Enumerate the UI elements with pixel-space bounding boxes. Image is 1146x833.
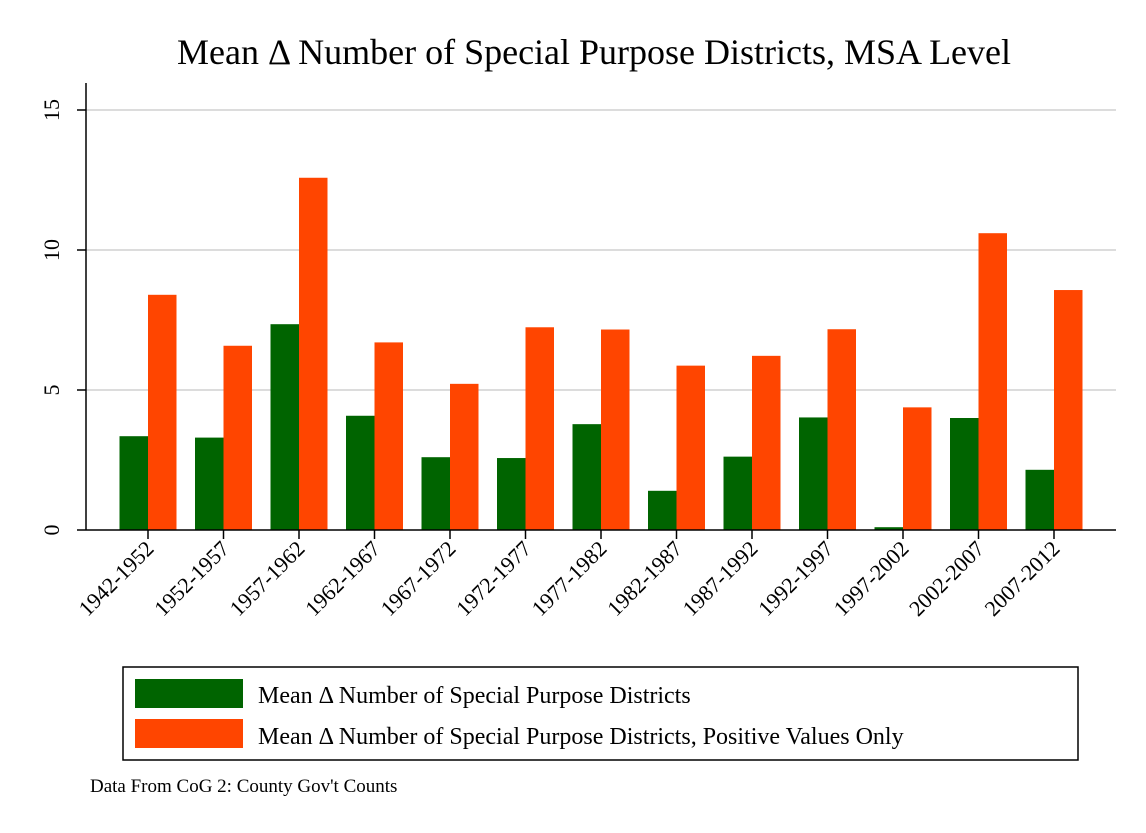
legend-label-series-2: Mean Δ Number of Special Purpose Distric… (258, 724, 904, 750)
legend-box (122, 666, 1079, 761)
legend-label-series-1: Mean Δ Number of Special Purpose Distric… (258, 683, 691, 709)
x-tick-label: 1967-1972 (375, 536, 460, 621)
x-tick-label: 1957-1962 (224, 536, 309, 621)
bar-mean-1982-1987 (648, 490, 677, 530)
x-tick-label: 1987-1992 (677, 536, 762, 621)
bar-positive-1967-1972 (450, 383, 479, 530)
x-tick-label: 1952-1957 (149, 536, 234, 621)
bar-mean-1967-1972 (421, 457, 450, 530)
bar-positive-2007-2012 (1054, 290, 1083, 530)
bar-positive-1992-1997 (827, 329, 856, 530)
bars (119, 177, 1083, 530)
bar-mean-2002-2007 (950, 418, 979, 530)
x-tick-label: 1972-1977 (451, 536, 536, 621)
x-tick-label: 2002-2007 (904, 536, 989, 621)
bar-mean-1977-1982 (572, 424, 601, 530)
bar-positive-2002-2007 (978, 233, 1007, 530)
x-tick-label: 1997-2002 (828, 536, 913, 621)
bar-mean-2007-2012 (1025, 469, 1054, 530)
x-tick-label: 1942-1952 (73, 536, 158, 621)
bar-mean-1957-1962 (270, 324, 299, 530)
bar-mean-1992-1997 (799, 417, 828, 530)
y-tick-label: 15 (39, 99, 64, 121)
y-tick-label: 5 (39, 385, 64, 396)
bar-positive-1972-1977 (525, 327, 554, 530)
bar-positive-1987-1992 (752, 355, 781, 530)
bar-positive-1952-1957 (223, 345, 252, 530)
x-tick-label: 1977-1982 (526, 536, 611, 621)
x-tick-label: 1992-1997 (753, 536, 838, 621)
legend-swatch-series-2 (135, 719, 243, 748)
bar-mean-1942-1952 (119, 436, 148, 530)
bar-mean-1972-1977 (497, 458, 526, 530)
source-note: Data From CoG 2: County Gov't Counts (90, 776, 397, 797)
bar-positive-1957-1962 (299, 177, 328, 530)
x-tick-label: 2007-2012 (979, 536, 1064, 621)
bar-positive-1977-1982 (601, 329, 630, 530)
legend-swatch-series-1 (135, 679, 243, 708)
bar-positive-1942-1952 (148, 294, 177, 530)
bar-mean-1997-2002 (874, 527, 903, 530)
bar-mean-1962-1967 (346, 415, 375, 530)
axes: 0 5 10 15 1942-19521952-19571957-19621962-19… (39, 83, 1116, 621)
y-tick-label: 0 (39, 525, 64, 536)
bar-mean-1952-1957 (195, 437, 224, 530)
x-tick-label: 1982-1987 (602, 536, 687, 621)
x-tick-label: 1962-1967 (300, 536, 385, 621)
chart-title: Mean Δ Number of Special Purpose Distric… (177, 32, 1011, 72)
bar-positive-1962-1967 (374, 342, 403, 530)
bar-positive-1982-1987 (676, 365, 705, 530)
y-tick-label: 10 (39, 239, 64, 261)
legend: Mean Δ Number of Special Purpose Distric… (122, 666, 1079, 761)
bar-mean-1987-1992 (723, 456, 752, 530)
bar-positive-1997-2002 (903, 407, 932, 530)
